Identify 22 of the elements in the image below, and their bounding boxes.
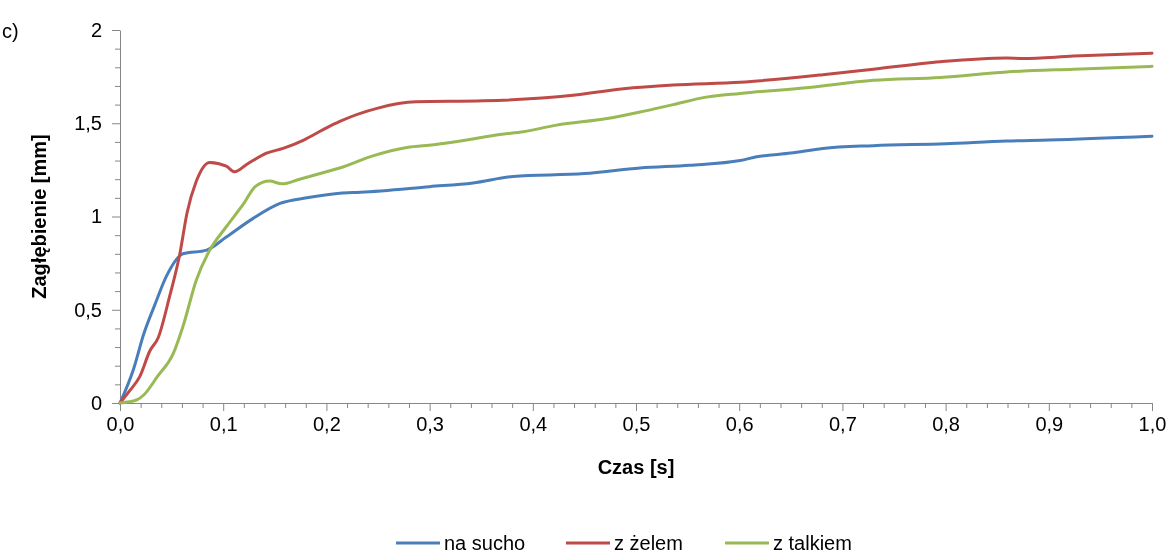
- y-tick-label: 1,5: [74, 112, 102, 135]
- x-tick-label: 1,0: [1138, 413, 1167, 436]
- x-tick-label: 0,5: [622, 413, 651, 436]
- text: c): [2, 20, 19, 42]
- x-tick-label: 0,8: [932, 413, 961, 436]
- x-tick-label: 0,2: [312, 413, 341, 436]
- x-tick-label: 0,6: [725, 413, 754, 436]
- y-tick-label: 0: [90, 391, 102, 414]
- y-tick-label: 1: [90, 205, 102, 228]
- legend-label: na sucho: [444, 532, 526, 554]
- x-tick-label: 0,3: [416, 413, 445, 436]
- x-axis-title: Czas [s]: [597, 456, 675, 478]
- x-tick-label: 0,1: [209, 413, 238, 436]
- y-tick-label: 2: [90, 18, 102, 41]
- y-tick-label: 0,5: [74, 298, 102, 321]
- x-tick-label: 0,9: [1035, 413, 1064, 436]
- x-tick-label: 0,4: [519, 413, 548, 436]
- legend-label: z talkiem: [773, 532, 852, 554]
- y-axis-title: Zagłębienie [mm]: [28, 134, 50, 299]
- legend-label: z żelem: [614, 532, 683, 554]
- x-tick-label: 0,7: [828, 413, 857, 436]
- x-tick-label: 0,0: [106, 413, 135, 436]
